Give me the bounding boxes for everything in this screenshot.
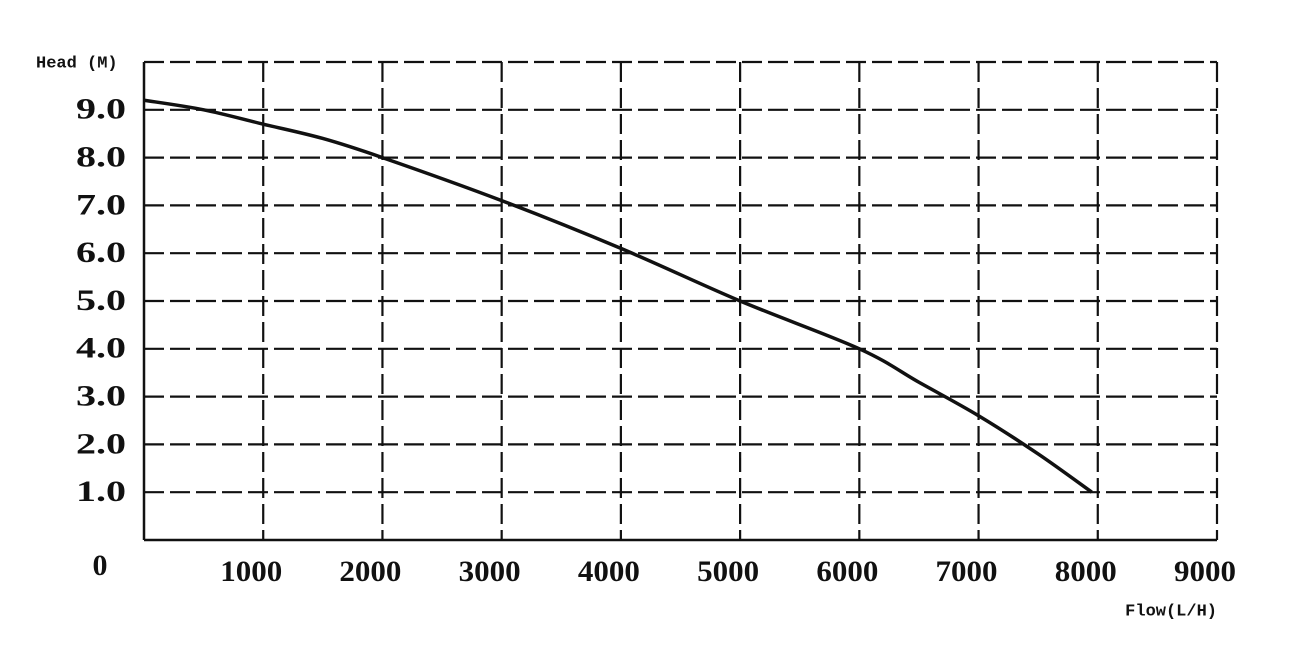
y-tick-label: 4.0 — [76, 332, 126, 365]
x-tick-label: 8000 — [1055, 555, 1117, 588]
y-tick-label: 7.0 — [76, 188, 126, 221]
x-tick-label: 1000 — [220, 555, 282, 588]
x-tick-label: 5000 — [697, 555, 759, 588]
x-tick-label: 3000 — [459, 555, 521, 588]
y-tick-label: 8.0 — [76, 140, 126, 173]
x-tick-label: 4000 — [578, 555, 640, 588]
x-tick-label: 7000 — [936, 555, 998, 588]
y-axis-label: Head (M) — [36, 54, 118, 73]
y-tick-label: 3.0 — [76, 379, 126, 412]
x-tick-label: 2000 — [339, 555, 401, 588]
x-tick-label: 6000 — [816, 555, 878, 588]
y-tick-label: 5.0 — [76, 284, 126, 317]
y-tick-label: 1.0 — [76, 475, 126, 508]
curve — [143, 98, 1093, 494]
x-tick-label: 0 — [93, 549, 108, 582]
y-tick-label: 9.0 — [76, 93, 126, 126]
x-axis-label: Flow(L/H) — [1125, 602, 1217, 621]
y-tick-label: 2.0 — [76, 427, 126, 460]
x-tick-label: 9000 — [1174, 555, 1236, 588]
y-tick-label: 6.0 — [76, 236, 126, 269]
